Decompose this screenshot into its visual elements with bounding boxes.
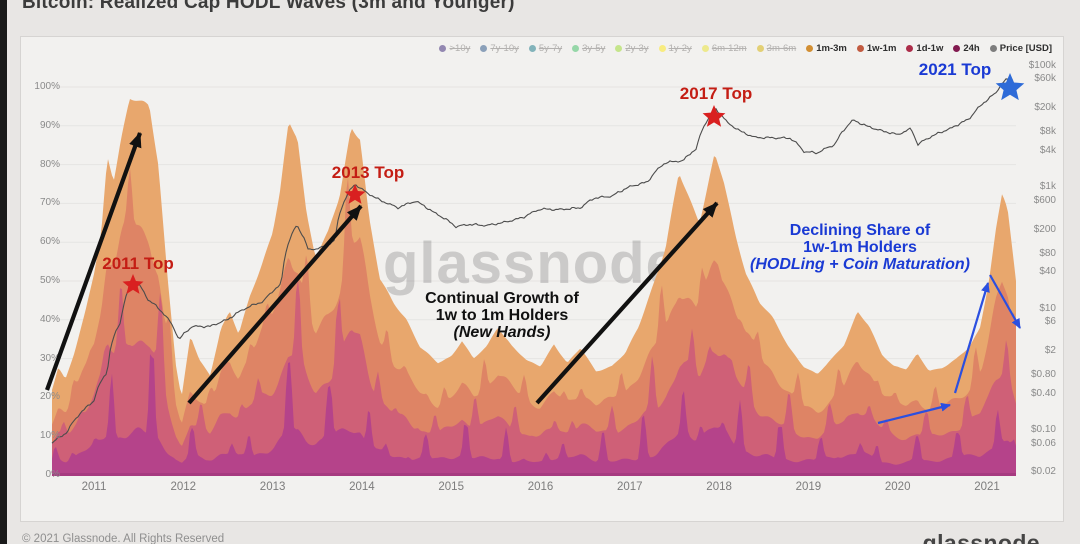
legend-dot xyxy=(806,45,814,52)
price-tick-0.40: $0.40 xyxy=(1030,387,1056,399)
price-tick-8k: $8k xyxy=(1039,126,1056,138)
y-tick-90: 90% xyxy=(39,119,60,131)
legend-item-1d-1w[interactable]: 1d-1w xyxy=(906,43,943,54)
note-line: Declining Share of xyxy=(789,222,931,239)
legend-item--10y[interactable]: >10y xyxy=(439,43,470,54)
legend-label: 7y-10y xyxy=(490,43,519,54)
note-continual-growth: Continual Growth of 1w to 1m Holders (New … xyxy=(425,290,579,341)
price-tick-0.10: $0.10 xyxy=(1030,424,1056,436)
x-tick-2013: 2013 xyxy=(259,481,286,493)
legend-item-price-usd-[interactable]: Price [USD] xyxy=(989,43,1052,54)
y-tick-30: 30% xyxy=(39,352,60,364)
legend-dot xyxy=(480,45,488,52)
price-tick-600: $600 xyxy=(1033,194,1056,206)
legend-label: 2y-3y xyxy=(625,43,649,54)
price-tick-0.02: $0.02 xyxy=(1030,466,1056,478)
legend-label: Price [USD] xyxy=(999,43,1052,54)
y-tick-0: 0% xyxy=(45,469,60,480)
legend-dot xyxy=(615,45,623,52)
price-tick-0.80: $0.80 xyxy=(1030,369,1056,381)
legend-item-3y-5y[interactable]: 3y-5y xyxy=(572,43,605,54)
legend-label: >10y xyxy=(449,43,471,54)
legend-item-1w-1m[interactable]: 1w-1m xyxy=(856,43,897,54)
x-tick-2014: 2014 xyxy=(349,481,375,493)
y-tick-100: 100% xyxy=(34,81,60,92)
top-annotation-2011: 2011 Top xyxy=(102,254,174,273)
legend-dot xyxy=(439,45,447,52)
x-tick-2020: 2020 xyxy=(884,481,911,493)
price-tick-80: $80 xyxy=(1039,247,1056,259)
note-line: Continual Growth of xyxy=(425,290,579,307)
legend-dot xyxy=(989,45,997,52)
legend-dot xyxy=(572,45,580,52)
footer-copyright: © 2021 Glassnode. All Rights Reserved xyxy=(22,533,225,544)
price-tick-6: $6 xyxy=(1044,316,1056,328)
x-tick-2021: 2021 xyxy=(974,481,1000,493)
legend-dot xyxy=(528,45,536,52)
legend-item-6m-12m[interactable]: 6m-12m xyxy=(701,43,747,54)
legend-item-7y-10y[interactable]: 7y-10y xyxy=(480,43,519,54)
glassnode-logo: glassnode xyxy=(922,530,1040,544)
x-tick-2017: 2017 xyxy=(617,481,643,493)
window-edge-strip xyxy=(0,0,7,544)
legend-label: 1w-1m xyxy=(866,43,897,54)
price-tick-20k: $20k xyxy=(1034,102,1056,114)
y-tick-50: 50% xyxy=(39,275,60,286)
price-tick-2: $2 xyxy=(1044,345,1056,357)
note-line: (HODLing + Coin Maturation) xyxy=(750,256,970,273)
x-tick-2016: 2016 xyxy=(527,481,554,493)
legend-item-5y-7y[interactable]: 5y-7y xyxy=(528,43,563,54)
top-annotation-2013: 2013 Top xyxy=(331,163,405,182)
legend-label: 24h xyxy=(963,43,980,54)
top-annotation-2021: 2021 Top xyxy=(918,60,992,79)
legend-dot xyxy=(856,45,864,52)
price-tick-100k: $100k xyxy=(1028,59,1056,71)
note-line: 1w to 1m Holders xyxy=(435,307,569,324)
x-tick-2018: 2018 xyxy=(706,481,732,493)
legend-dot xyxy=(906,45,914,52)
legend-item-24h[interactable]: 24h xyxy=(953,43,980,54)
price-tick-40: $40 xyxy=(1039,266,1056,278)
y-tick-80: 80% xyxy=(39,158,60,170)
y-tick-10: 10% xyxy=(39,430,60,442)
legend-label: 1d-1w xyxy=(916,43,944,54)
note-line: 1w-1m Holders xyxy=(803,239,917,256)
x-tick-2012: 2012 xyxy=(170,481,197,493)
legend-dot xyxy=(658,45,666,52)
legend-label: 5y-7y xyxy=(538,43,563,54)
price-tick-0.06: $0.06 xyxy=(1030,437,1056,449)
price-tick-60k: $60k xyxy=(1034,73,1056,85)
legend-label: 6m-12m xyxy=(711,43,747,54)
legend-label: 3y-5y xyxy=(582,43,606,54)
page-title: Bitcoin: Realized Cap HODL Waves (3m and… xyxy=(22,0,515,13)
legend-label: 1y-2y xyxy=(668,43,692,54)
top-annotation-2017: 2017 Top xyxy=(679,84,753,103)
legend-dot xyxy=(756,45,764,52)
x-tick-2015: 2015 xyxy=(438,481,464,493)
note-line: (New Hands) xyxy=(453,324,551,341)
hodl-band-24h xyxy=(52,354,1016,475)
legend-dot xyxy=(701,45,709,52)
legend-label: 1m-3m xyxy=(816,43,847,54)
price-tick-10: $10 xyxy=(1039,302,1056,314)
price-tick-1k: $1k xyxy=(1039,181,1056,193)
legend-item-1y-2y[interactable]: 1y-2y xyxy=(658,43,692,54)
y-tick-20: 20% xyxy=(39,391,60,403)
legend-dot xyxy=(953,45,961,52)
legend-label: 3m-6m xyxy=(766,43,797,54)
chart-legend: >10y 7y-10y 5y-7y 3y-5y 2y-3y 1y-2y 6m-12m 3m-6… xyxy=(439,43,1052,54)
y-tick-60: 60% xyxy=(39,236,60,248)
y-tick-40: 40% xyxy=(39,313,60,325)
legend-item-1m-3m[interactable]: 1m-3m xyxy=(806,43,847,54)
price-tick-4k: $4k xyxy=(1039,144,1056,156)
legend-item-3m-6m[interactable]: 3m-6m xyxy=(756,43,797,54)
y-tick-70: 70% xyxy=(39,197,60,209)
x-tick-2019: 2019 xyxy=(795,481,822,493)
legend-item-2y-3y[interactable]: 2y-3y xyxy=(615,43,649,54)
x-tick-2011: 2011 xyxy=(81,481,107,493)
price-tick-200: $200 xyxy=(1033,223,1056,235)
note-declining-share: Declining Share of 1w-1m Holders (HODLing … xyxy=(750,222,970,273)
